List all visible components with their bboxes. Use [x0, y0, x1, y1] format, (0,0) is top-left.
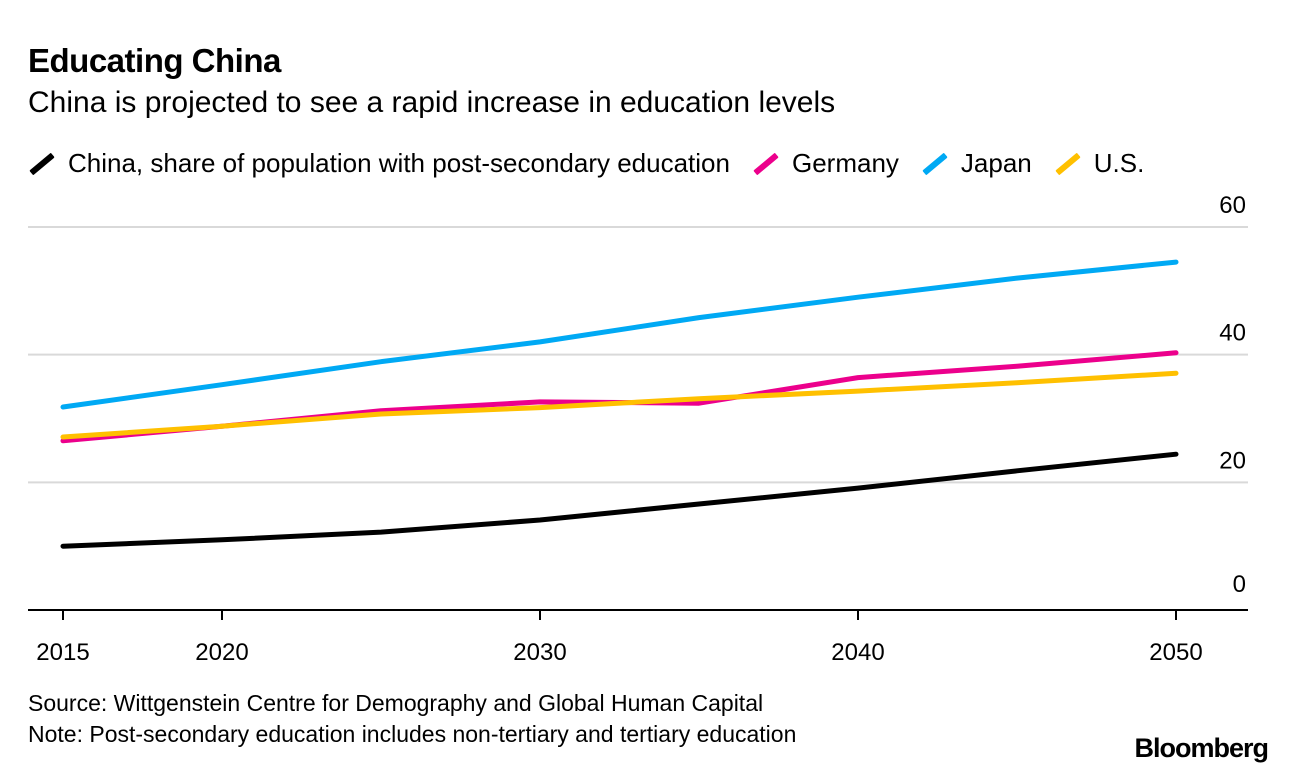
bloomberg-logo: Bloomberg: [1134, 733, 1269, 763]
legend-item: Japan: [921, 148, 1032, 179]
chart-title: Educating China: [28, 42, 281, 79]
x-tick-label: 2020: [195, 639, 248, 666]
x-tick-label: 2040: [831, 639, 884, 666]
x-tick-label: 2015: [36, 639, 89, 666]
x-tick-label: 2050: [1149, 639, 1202, 666]
footnote: Note: Post-secondary education includes …: [28, 721, 797, 747]
y-tick-label: 20: [1219, 447, 1246, 474]
legend-label: U.S.: [1093, 148, 1145, 178]
chart-subtitle: China is projected to see a rapid increa…: [28, 86, 836, 119]
legend-label: Japan: [960, 148, 1032, 178]
y-tick-label: 40: [1219, 320, 1246, 347]
series-line-japan: [60, 259, 1179, 410]
legend: China, share of population with post-sec…: [28, 148, 1166, 179]
source-note: Source: Wittgenstein Centre for Demograp…: [28, 690, 764, 716]
y-tick-label: 0: [1233, 571, 1246, 598]
series-line-china: [60, 451, 1179, 549]
legend-item: U.S.: [1054, 148, 1145, 179]
legend-item: Germany: [752, 148, 899, 179]
legend-item: China, share of population with post-sec…: [28, 148, 730, 179]
legend-label: Germany: [791, 148, 899, 178]
legend-label: China, share of population with post-sec…: [68, 148, 730, 178]
y-tick-label: 60: [1219, 192, 1246, 219]
x-tick-label: 2030: [513, 639, 566, 666]
series-line-u-s-: [60, 370, 1179, 440]
